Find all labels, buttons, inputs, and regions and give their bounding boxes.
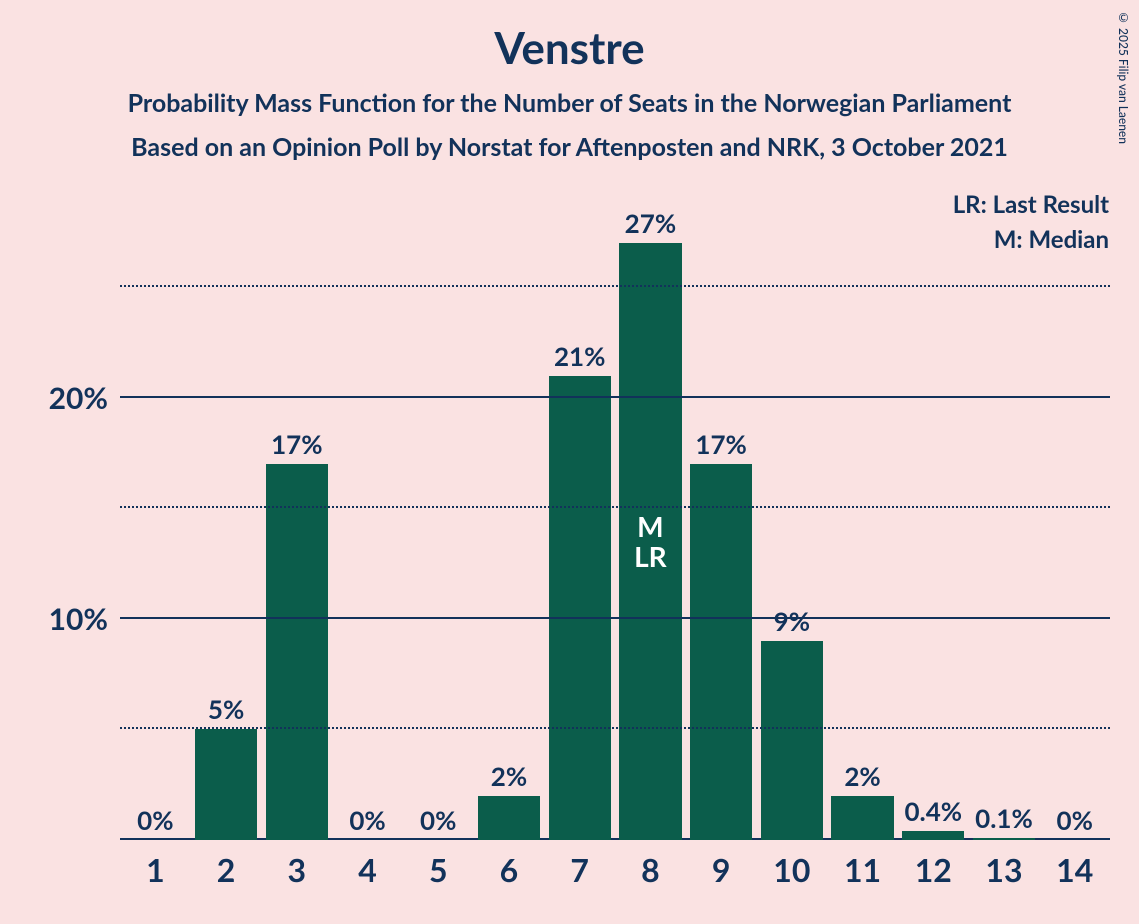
x-tick-label: 6: [474, 850, 545, 889]
x-tick-label: 13: [969, 850, 1040, 889]
grid-minor: [120, 506, 1110, 508]
chart-subtitle-2: Based on an Opinion Poll by Norstat for …: [0, 132, 1139, 162]
bar: 2%: [478, 796, 540, 840]
bar-slot: 0%: [403, 210, 474, 840]
x-tick-label: 8: [615, 850, 686, 889]
chart-subtitle-1: Probability Mass Function for the Number…: [0, 88, 1139, 118]
grid-major: [120, 617, 1110, 619]
bar-value-label: 2%: [844, 760, 880, 792]
x-tick-label: 11: [827, 850, 898, 889]
bar-slot: 0%: [120, 210, 191, 840]
y-tick-label: 20%: [49, 380, 108, 416]
bar-slot: 2%: [474, 210, 545, 840]
bar-slot: 0%: [332, 210, 403, 840]
bar-value-label: 0%: [1057, 804, 1093, 836]
bar-value-label: 0.4%: [904, 795, 962, 827]
x-tick-label: 12: [898, 850, 969, 889]
bar-value-label: 17%: [271, 428, 322, 460]
bars-container: 0%5%17%0%0%2%21%27%MLR17%9%2%0.4%0.1%0%: [120, 210, 1110, 840]
copyright-text: © 2025 Filip van Laenen: [1116, 10, 1131, 144]
x-tick-label: 9: [686, 850, 757, 889]
bar-slot: 5%: [191, 210, 262, 840]
bar: 21%: [549, 376, 611, 840]
bar: 2%: [831, 796, 893, 840]
bar-value-label: 2%: [491, 760, 527, 792]
bar: 0.4%: [902, 831, 964, 840]
bar-value-label: 9%: [774, 605, 810, 637]
bar: 5%: [195, 729, 257, 840]
bar-slot: 21%: [544, 210, 615, 840]
bar-value-label: 0%: [349, 804, 385, 836]
bar: 9%: [761, 641, 823, 840]
bar-slot: 27% MLR: [615, 210, 686, 840]
grid-minor: [120, 727, 1110, 729]
x-tick-label: 7: [544, 850, 615, 889]
bar-slot: 0.1%: [969, 210, 1040, 840]
x-tick-label: 5: [403, 850, 474, 889]
bar: 0.1%: [973, 838, 1035, 840]
y-tick-label: 10%: [49, 601, 108, 637]
bar-slot: 17%: [686, 210, 757, 840]
plot-area: 0%5%17%0%0%2%21%27%MLR17%9%2%0.4%0.1%0% …: [120, 210, 1110, 840]
bar-slot: 0.4%: [898, 210, 969, 840]
bar-value-label: 21%: [554, 340, 605, 372]
grid-minor: [120, 285, 1110, 287]
bar-value-label: 0%: [137, 804, 173, 836]
bar-value-label: 27%: [625, 207, 676, 239]
bar: 17%: [690, 464, 752, 840]
bar-value-label: 5%: [208, 693, 244, 725]
x-tick-label: 10: [756, 850, 827, 889]
x-tick-label: 3: [261, 850, 332, 889]
bar-slot: 9%: [756, 210, 827, 840]
bar-value-label: 0.1%: [975, 802, 1033, 834]
bar-value-label: 0%: [420, 804, 456, 836]
x-tick-label: 14: [1039, 850, 1110, 889]
bar-slot: 17%: [261, 210, 332, 840]
bar-slot: 2%: [827, 210, 898, 840]
x-tick-label: 4: [332, 850, 403, 889]
x-tick-label: 2: [191, 850, 262, 889]
chart-title: Venstre: [0, 0, 1139, 74]
x-tick-label: 1: [120, 850, 191, 889]
bar-value-label: 17%: [695, 428, 746, 460]
chart: 0%5%17%0%0%2%21%27%MLR17%9%2%0.4%0.1%0% …: [40, 210, 1110, 890]
bar-slot: 0%: [1039, 210, 1110, 840]
bar: 17%: [266, 464, 328, 840]
x-axis-labels: 1234567891011121314: [120, 850, 1110, 889]
bar-annotation: MLR: [634, 511, 667, 573]
grid-major: [120, 396, 1110, 398]
bar: 27%MLR: [619, 243, 681, 840]
